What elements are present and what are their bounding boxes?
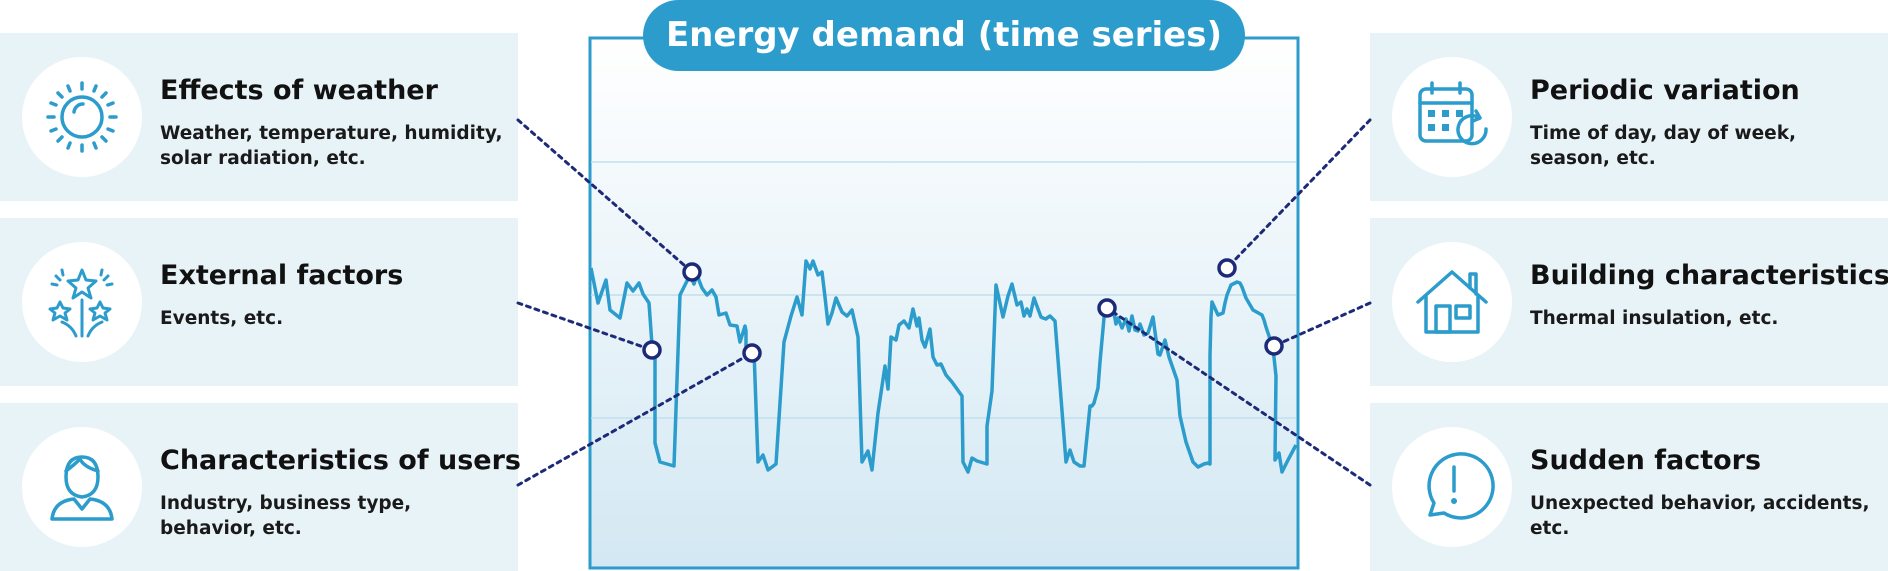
demand-line	[589, 259, 1298, 474]
calendar-cycle-icon	[1392, 57, 1512, 177]
chart-frame	[588, 36, 1300, 570]
factor-title: Building characteristics	[1530, 260, 1888, 291]
factor-panel-users: Characteristics of users Industry, busin…	[0, 403, 521, 571]
factor-panel-sudden: Sudden factors Unexpected behavior, acci…	[1370, 403, 1888, 571]
connector-sudden	[1105, 306, 1372, 487]
fireworks-icon	[22, 242, 142, 362]
factor-title: Periodic variation	[1530, 75, 1800, 106]
factor-panel-weather: Effects of weather Weather, temperature,…	[0, 33, 518, 201]
connector-users	[516, 351, 754, 487]
factor-panel-periodic: Periodic variation Time of day, day of w…	[1370, 33, 1888, 201]
factor-description: Time of day, day of week, season, etc.	[1530, 123, 1797, 169]
house-icon	[1392, 242, 1512, 362]
factor-title: Effects of weather	[160, 75, 438, 106]
factor-description: Events, etc.	[160, 308, 284, 329]
marker-building	[1264, 336, 1284, 356]
marker-weather	[682, 262, 702, 282]
speech-exclamation-icon	[1392, 427, 1512, 547]
factor-panel-external: External factors Events, etc.	[0, 218, 518, 386]
connector-periodic	[1225, 118, 1372, 270]
factor-description: Industry, business type, behavior, etc.	[160, 493, 412, 539]
marker-users	[742, 343, 762, 363]
marker-periodic	[1217, 258, 1237, 278]
factor-description: Weather, temperature, humidity, solar ra…	[160, 123, 503, 169]
connector-weather	[516, 118, 694, 274]
factor-description: Unexpected behavior, accidents, etc.	[1530, 493, 1870, 539]
chart-title: Energy demand (time series)	[643, 0, 1245, 71]
factor-title: Sudden factors	[1530, 445, 1762, 476]
factor-title: Characteristics of users	[160, 445, 521, 476]
factor-panel-building: Building characteristics Thermal insulat…	[1370, 218, 1888, 386]
sun-icon	[22, 57, 142, 177]
marker-external	[642, 340, 662, 360]
factor-description: Thermal insulation, etc.	[1530, 308, 1779, 329]
connector-building	[1272, 301, 1372, 348]
marker-sudden	[1097, 298, 1117, 318]
factor-title: External factors	[160, 260, 404, 291]
connector-external	[516, 301, 654, 352]
user-icon	[22, 427, 142, 547]
